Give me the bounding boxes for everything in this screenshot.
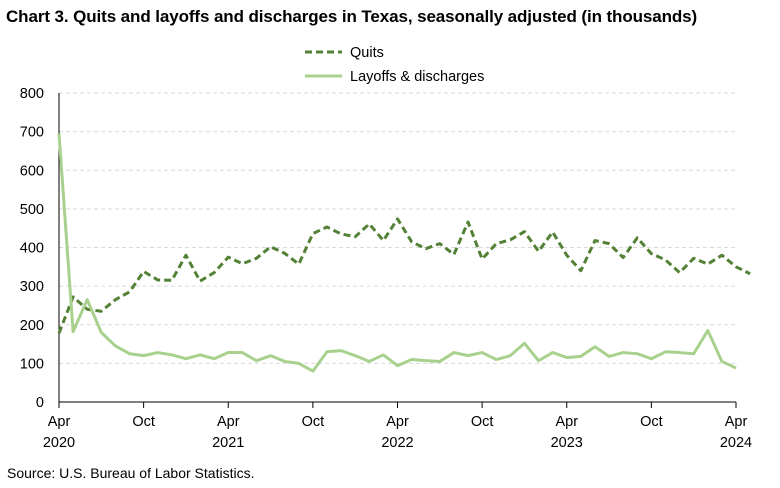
gridlines — [59, 92, 736, 364]
x-tick-label: Oct — [640, 414, 663, 430]
source-note: Source: U.S. Bureau of Labor Statistics. — [7, 465, 255, 481]
y-axis-tick-labels: 0 100 200 300 400 500 600 700 800 — [20, 86, 44, 411]
x-tick-year-label: 2024 — [720, 435, 752, 451]
x-tick-label: Apr — [725, 414, 748, 430]
legend: Quits Layoffs & discharges — [305, 45, 484, 85]
x-tick-year-label: 2021 — [212, 435, 244, 451]
legend-label: Quits — [350, 45, 384, 61]
y-tick-label: 200 — [20, 318, 44, 334]
y-tick-label: 800 — [20, 86, 44, 102]
series-line-layoffs-discharges — [57, 133, 737, 373]
y-tick-label: 100 — [20, 356, 44, 372]
x-tick-label: Apr — [555, 414, 578, 430]
x-tick-year-label: 2022 — [381, 435, 413, 451]
chart-title: Chart 3. Quits and layoffs and discharge… — [6, 7, 698, 26]
x-tick-label: Oct — [132, 414, 155, 430]
y-tick-label: 400 — [20, 241, 44, 257]
series-lines — [57, 133, 751, 373]
x-tick-year-label: 2023 — [551, 435, 583, 451]
x-tick-label: Oct — [302, 414, 325, 430]
y-tick-label: 600 — [20, 163, 44, 179]
x-tick-label: Apr — [48, 414, 71, 430]
x-tick-label: Apr — [386, 414, 409, 430]
y-tick-label: 500 — [20, 202, 44, 218]
x-axis: Apr 2020 Oct Apr 2021 Oct Apr 2022 Oct Apr 2023 Oct… — [43, 93, 752, 451]
x-tick-label: Apr — [217, 414, 240, 430]
series-line-quits — [57, 217, 751, 334]
x-tick-label: Oct — [471, 414, 494, 430]
legend-label: Layoffs & discharges — [350, 69, 484, 85]
x-tick-year-label: 2020 — [43, 435, 75, 451]
y-tick-label: 700 — [20, 125, 44, 141]
y-tick-label: 300 — [20, 279, 44, 295]
y-tick-label: 0 — [36, 395, 44, 411]
